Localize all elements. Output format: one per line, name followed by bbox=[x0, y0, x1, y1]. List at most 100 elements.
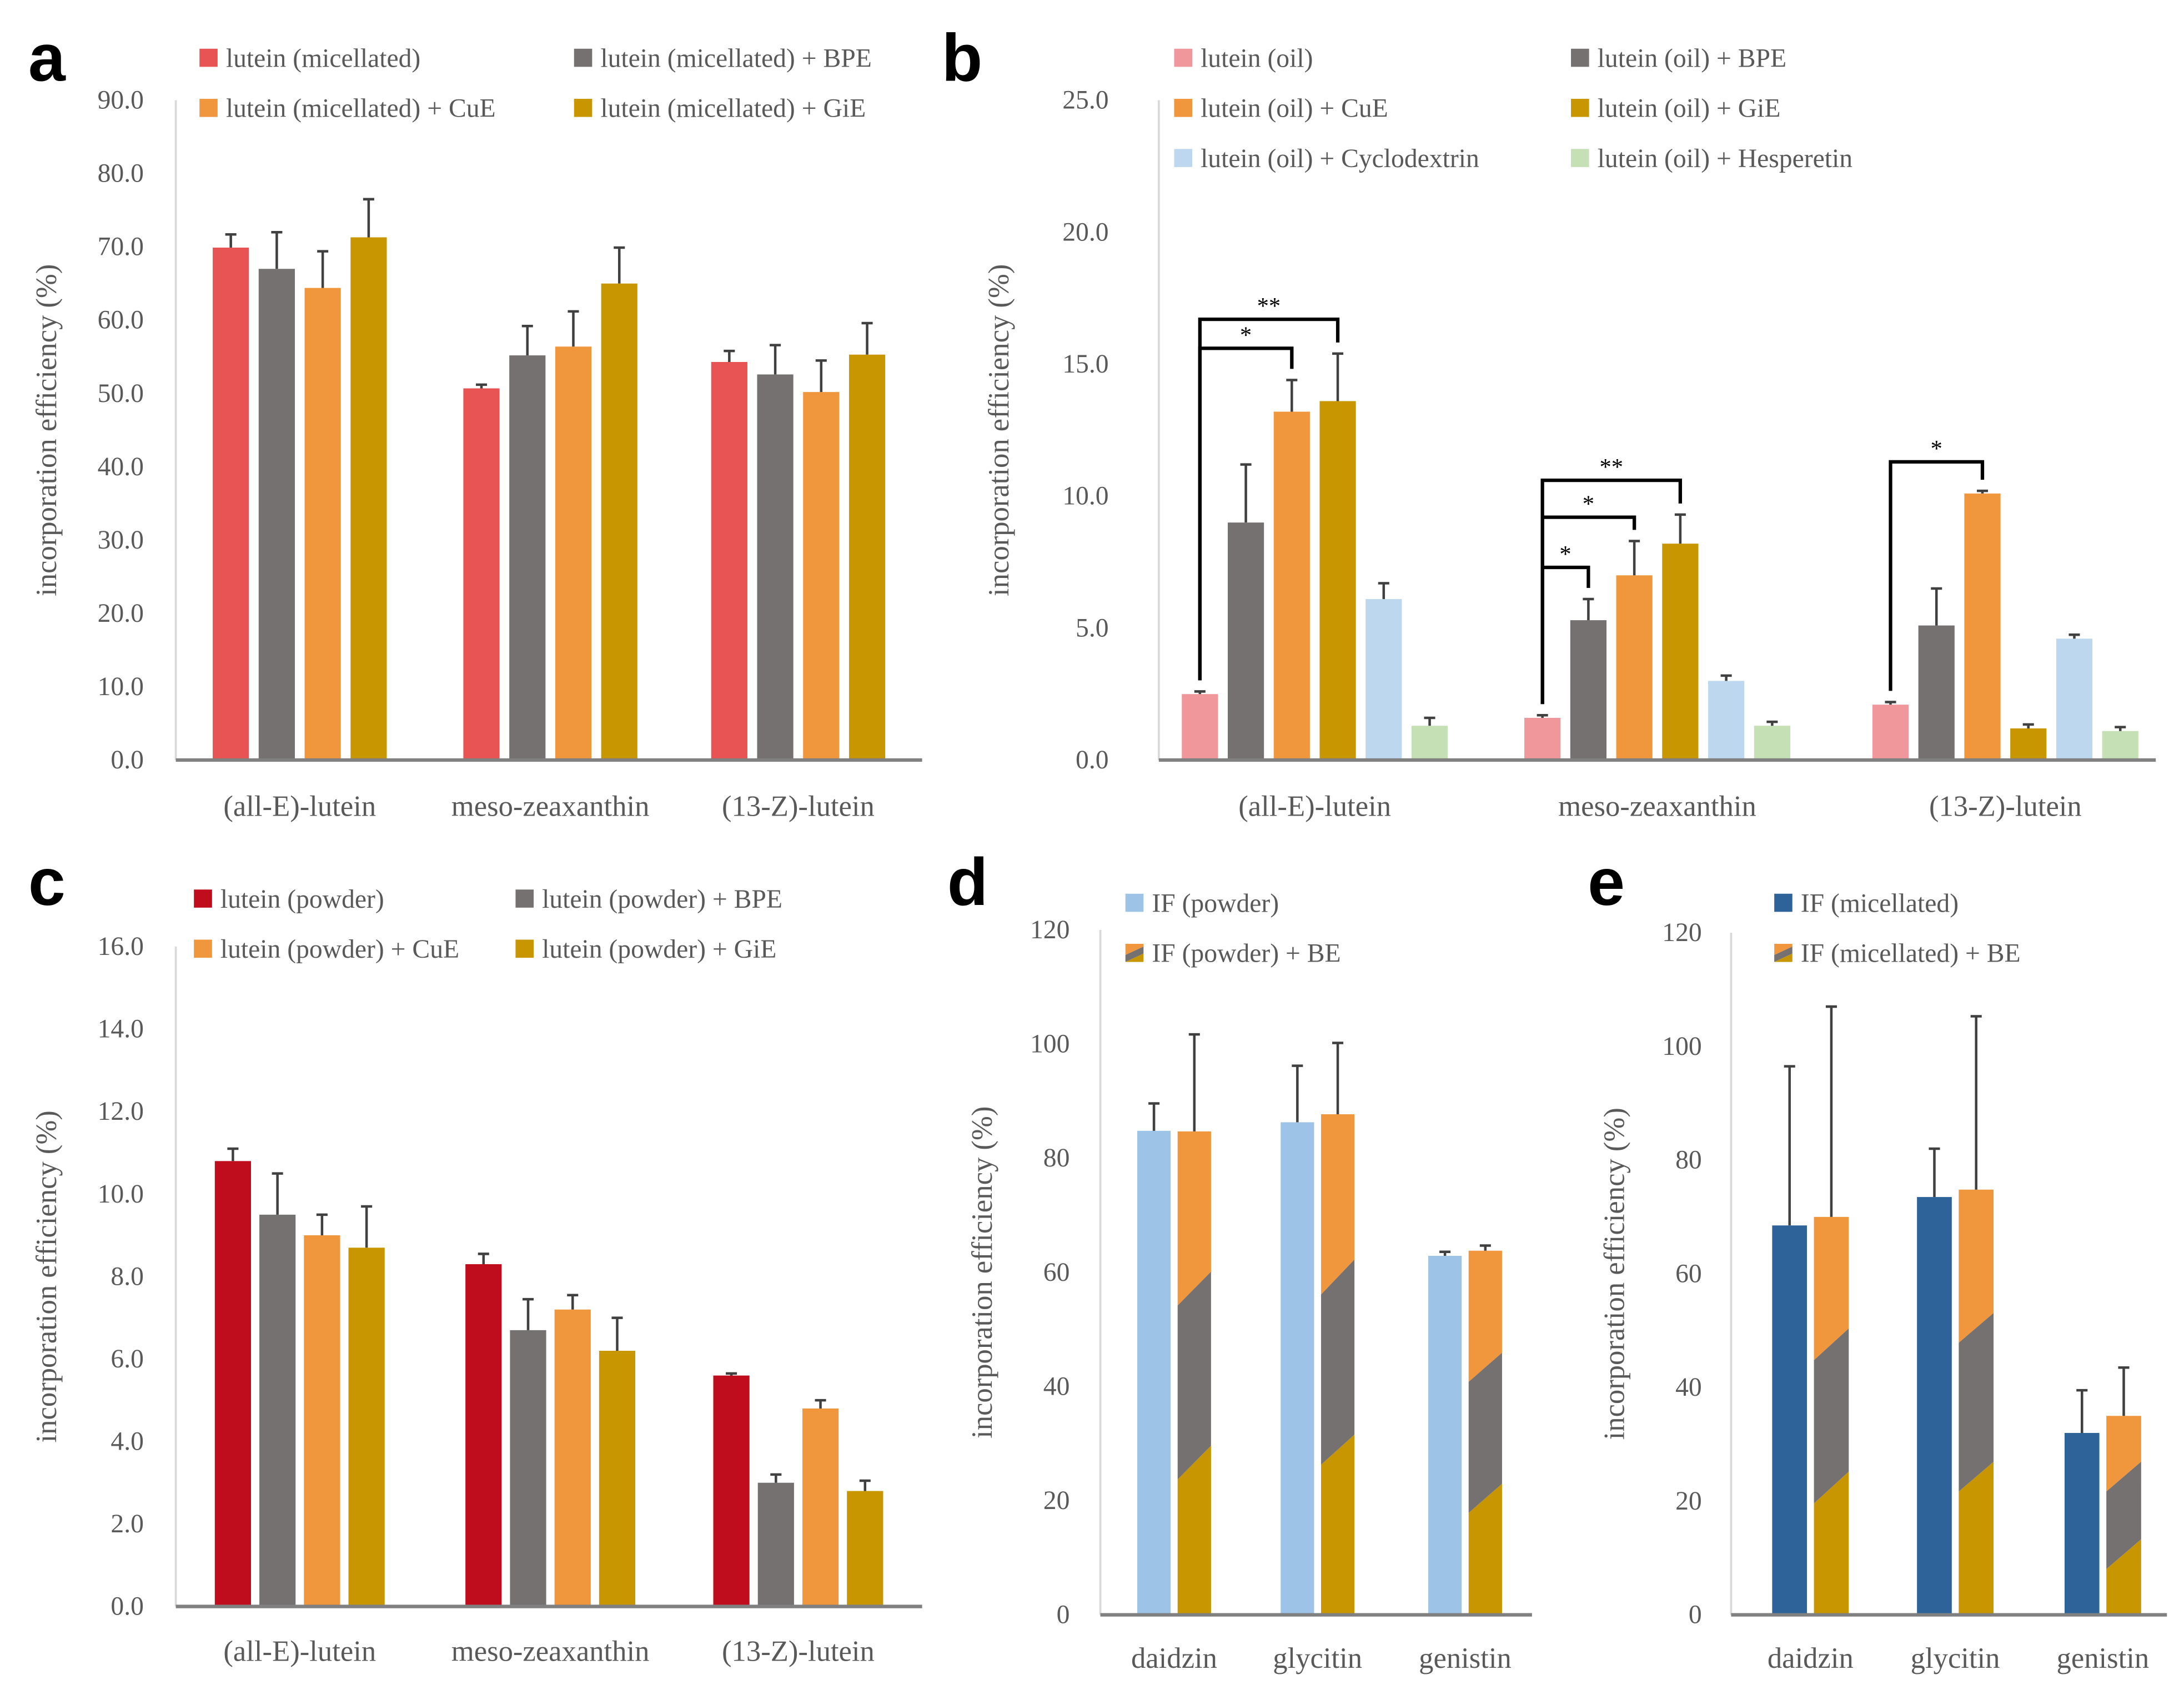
significance-label: * bbox=[1559, 541, 1571, 567]
y-tick-label: 100 bbox=[1662, 1032, 1701, 1061]
x-tick-label: (all-E)-lutein bbox=[1238, 790, 1391, 822]
bar bbox=[2056, 638, 2093, 761]
bar bbox=[802, 1409, 839, 1607]
bar bbox=[1662, 544, 1699, 761]
significance-bracket: ** bbox=[1198, 293, 1340, 681]
x-tick-label: (all-E)-lutein bbox=[223, 790, 376, 822]
legend-label: lutein (oil) + CuE bbox=[1201, 94, 1388, 123]
y-tick-label: 5.0 bbox=[1076, 613, 1109, 642]
x-tick-label: (13-Z)-lutein bbox=[722, 790, 875, 822]
x-tick-label: meso-zeaxanthin bbox=[1558, 790, 1756, 822]
x-tick-label: genistin bbox=[1419, 1642, 1512, 1674]
y-tick-label: 2.0 bbox=[111, 1510, 144, 1538]
error-bar bbox=[475, 383, 488, 389]
bar-stacked bbox=[2106, 1416, 2141, 1615]
legend-swatch-segment bbox=[1125, 947, 1144, 962]
error-bar bbox=[2115, 726, 2126, 731]
error-bar bbox=[1439, 1250, 1451, 1256]
significance-label: * bbox=[1240, 322, 1252, 348]
y-tick-label: 100 bbox=[1030, 1030, 1070, 1059]
x-tick-label: meso-zeaxanthin bbox=[451, 1635, 650, 1667]
bar bbox=[1772, 1225, 1808, 1615]
x-tick-label: meso-zeaxanthin bbox=[451, 790, 650, 822]
bar bbox=[2064, 1432, 2100, 1615]
bar bbox=[2010, 728, 2047, 761]
bar-stacked bbox=[1468, 1250, 1502, 1615]
bar-segment bbox=[1321, 1259, 1355, 1465]
legend-swatch-segment bbox=[1125, 953, 1144, 962]
legend-swatch-segment bbox=[1774, 953, 1793, 962]
y-tick-label: 0.0 bbox=[111, 1592, 144, 1621]
bar bbox=[510, 1330, 546, 1607]
legend-label: IF (micellated) bbox=[1801, 889, 1959, 918]
legend-label: lutein (powder) + GiE bbox=[542, 935, 776, 964]
error-bar bbox=[1931, 587, 1942, 626]
y-axis-title: incorporation efficiency (%) bbox=[983, 264, 1015, 596]
y-tick-label: 120 bbox=[1030, 916, 1070, 944]
legend-swatch bbox=[199, 48, 218, 67]
bar-segment bbox=[2106, 1416, 2141, 1492]
legend-swatch bbox=[574, 99, 593, 117]
error-bar bbox=[1784, 1065, 1795, 1226]
legend-label: lutein (oil) + Cyclodextrin bbox=[1201, 144, 1479, 173]
error-bar bbox=[1332, 1042, 1344, 1115]
significance-bracket: * bbox=[1889, 436, 1985, 691]
bracket-line bbox=[1540, 478, 1683, 705]
bar bbox=[465, 1264, 502, 1607]
y-tick-label: 80 bbox=[1675, 1146, 1702, 1175]
error-bar bbox=[1720, 674, 1732, 681]
legend-label: lutein (micellated) + CuE bbox=[226, 94, 496, 123]
panel-letter-d: d bbox=[947, 844, 988, 919]
y-tick-label: 0.0 bbox=[111, 746, 144, 774]
legend-swatch bbox=[194, 939, 212, 958]
error-bar bbox=[2118, 1366, 2130, 1416]
error-bar bbox=[1629, 540, 1640, 576]
error-bar bbox=[1674, 513, 1686, 544]
bar bbox=[555, 346, 592, 761]
y-tick-label: 20.0 bbox=[98, 599, 144, 628]
error-bar bbox=[568, 310, 579, 347]
error-bar bbox=[815, 1399, 826, 1409]
bar bbox=[259, 1214, 296, 1607]
legend-swatch bbox=[194, 889, 212, 908]
y-tick-label: 30.0 bbox=[98, 526, 144, 555]
bar bbox=[803, 392, 840, 761]
error-bar bbox=[1378, 582, 1389, 600]
bar bbox=[214, 1161, 252, 1607]
error-bar bbox=[2068, 633, 2080, 639]
y-tick-label: 40 bbox=[1675, 1373, 1702, 1402]
legend-swatch-segment bbox=[1125, 944, 1144, 955]
legend-swatch bbox=[1774, 893, 1793, 912]
bar bbox=[1708, 681, 1745, 761]
chart-panel-e: 0 20 40 60 80 100 120 incorporation efficiency … bbox=[1598, 889, 2167, 1674]
bar-stacked bbox=[1959, 1189, 1994, 1615]
bar bbox=[599, 1351, 636, 1607]
bar bbox=[350, 237, 387, 761]
y-tick-label: 60 bbox=[1043, 1258, 1070, 1287]
y-axis-title: incorporation efficiency (%) bbox=[31, 264, 63, 596]
bar-segment bbox=[1177, 1271, 1211, 1480]
error-bar bbox=[770, 1473, 782, 1483]
error-bar bbox=[272, 1172, 283, 1215]
chart-panel-d: 0 20 40 60 80 100 120 incorporation efficiency … bbox=[966, 889, 1532, 1674]
error-bar bbox=[1292, 1064, 1303, 1123]
error-bar bbox=[1148, 1102, 1160, 1131]
bar bbox=[601, 283, 637, 761]
bar-segment bbox=[1177, 1445, 1211, 1615]
legend-label: IF (micellated) + BE bbox=[1801, 939, 2021, 968]
bar bbox=[1964, 493, 2001, 761]
y-tick-label: 90.0 bbox=[98, 86, 144, 115]
x-tick-label: (13-Z)-lutein bbox=[1929, 790, 2082, 822]
error-bar bbox=[724, 349, 735, 362]
bar bbox=[304, 1235, 340, 1607]
legend-swatch-segment bbox=[1774, 944, 1793, 955]
error-bar bbox=[363, 198, 374, 238]
legend-swatch bbox=[515, 939, 534, 958]
error-bar bbox=[522, 1297, 534, 1330]
panel-letter-e: e bbox=[1588, 844, 1625, 919]
bar bbox=[1570, 620, 1606, 761]
bar-segment bbox=[1959, 1189, 1994, 1343]
bar-stacked bbox=[1177, 1131, 1211, 1615]
error-bar bbox=[1929, 1147, 1940, 1198]
legend-label: lutein (oil) + Hesperetin bbox=[1598, 144, 1853, 173]
